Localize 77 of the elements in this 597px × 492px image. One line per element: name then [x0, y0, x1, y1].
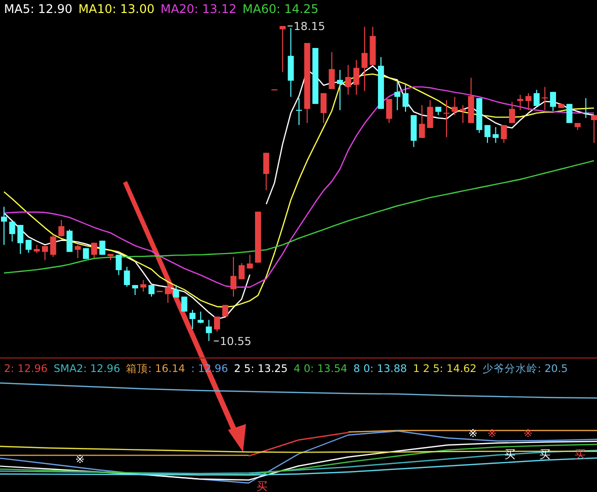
- annotation: 18.15: [287, 20, 326, 33]
- candlestick: [238, 262, 245, 280]
- candlestick: [534, 89, 540, 106]
- candlestick: [74, 244, 81, 259]
- annotation: 18.15: [294, 20, 326, 33]
- candlestick: [50, 234, 56, 258]
- candlestick: [484, 124, 490, 144]
- candlestick: [517, 94, 524, 111]
- candlestick: [164, 282, 171, 304]
- text: 2 5: 13.25: [234, 363, 288, 375]
- candlestick: [542, 86, 548, 111]
- candlestick: [1, 206, 7, 246]
- candlestick: [280, 26, 286, 73]
- candlestick: [500, 124, 507, 144]
- candlestick: [328, 52, 335, 90]
- annotation: ※: [75, 453, 85, 466]
- text: MA20: 13.12: [160, 2, 237, 16]
- candlestick: [509, 101, 516, 124]
- candlestick: [42, 246, 48, 261]
- candlestick: [181, 296, 188, 312]
- text: 8 0: 13.88: [353, 363, 407, 375]
- candlestick: [582, 98, 589, 119]
- candlestick: [263, 152, 270, 191]
- candlestick: [26, 239, 32, 254]
- candlestick: [124, 266, 130, 288]
- candlestick: [566, 103, 572, 124]
- text: MA60: 14.25: [242, 2, 319, 16]
- candlestick: [99, 240, 106, 256]
- candlestick: [206, 319, 212, 342]
- annotation: ※: [487, 427, 497, 440]
- candlestick: [362, 26, 368, 92]
- candlestick: [525, 92, 532, 111]
- candlestick: [550, 91, 556, 112]
- annotation: ※: [468, 427, 478, 440]
- candlestick: [386, 98, 392, 124]
- candlestick: [402, 84, 409, 112]
- text: 少爷分水岭: 20.5: [482, 362, 568, 375]
- candlestick: [492, 126, 499, 144]
- text: SMA2: 12.96: [54, 363, 120, 375]
- annotation: 买: [256, 480, 268, 492]
- candlestick: [173, 284, 180, 298]
- candlestick: [132, 284, 138, 296]
- candlestick: [17, 224, 24, 254]
- candlestick: [444, 100, 450, 138]
- text: 2: 12.96: [4, 363, 48, 375]
- candlestick: [394, 81, 400, 111]
- candlestick: [66, 229, 73, 252]
- candlestick: [460, 104, 466, 124]
- candlestick: [246, 254, 253, 269]
- text: 1 2 5: 14.62: [412, 363, 477, 375]
- candlestick: [427, 100, 434, 128]
- candlestick: [140, 280, 146, 292]
- candlestick: [336, 69, 343, 111]
- candlestick: [452, 96, 458, 116]
- text: 4 0: 13.54: [294, 363, 348, 375]
- annotation: 10.55: [213, 335, 252, 348]
- annotation: ※: [523, 427, 533, 440]
- candlestick: [296, 98, 302, 126]
- candlestick: [345, 64, 352, 96]
- annotation: 买: [574, 448, 586, 461]
- candlestick: [9, 221, 16, 242]
- candlestick: [116, 254, 122, 276]
- candlestick: [214, 316, 220, 332]
- candlestick: [591, 114, 597, 144]
- text: 箱顶: 16.14: [126, 363, 186, 375]
- candlestick: [189, 309, 196, 330]
- candlestick: [320, 92, 327, 124]
- text: MA5: 12.90: [4, 2, 72, 16]
- candlestick: [91, 242, 98, 259]
- text: MA10: 13.00: [78, 2, 154, 16]
- candlestick: [148, 284, 154, 298]
- candlestick: [58, 219, 64, 238]
- candlestick: [82, 248, 89, 260]
- candlestick: [353, 59, 360, 96]
- candlestick: [230, 256, 236, 298]
- annotation: 10.55: [220, 335, 252, 348]
- candlestick: [418, 104, 425, 138]
